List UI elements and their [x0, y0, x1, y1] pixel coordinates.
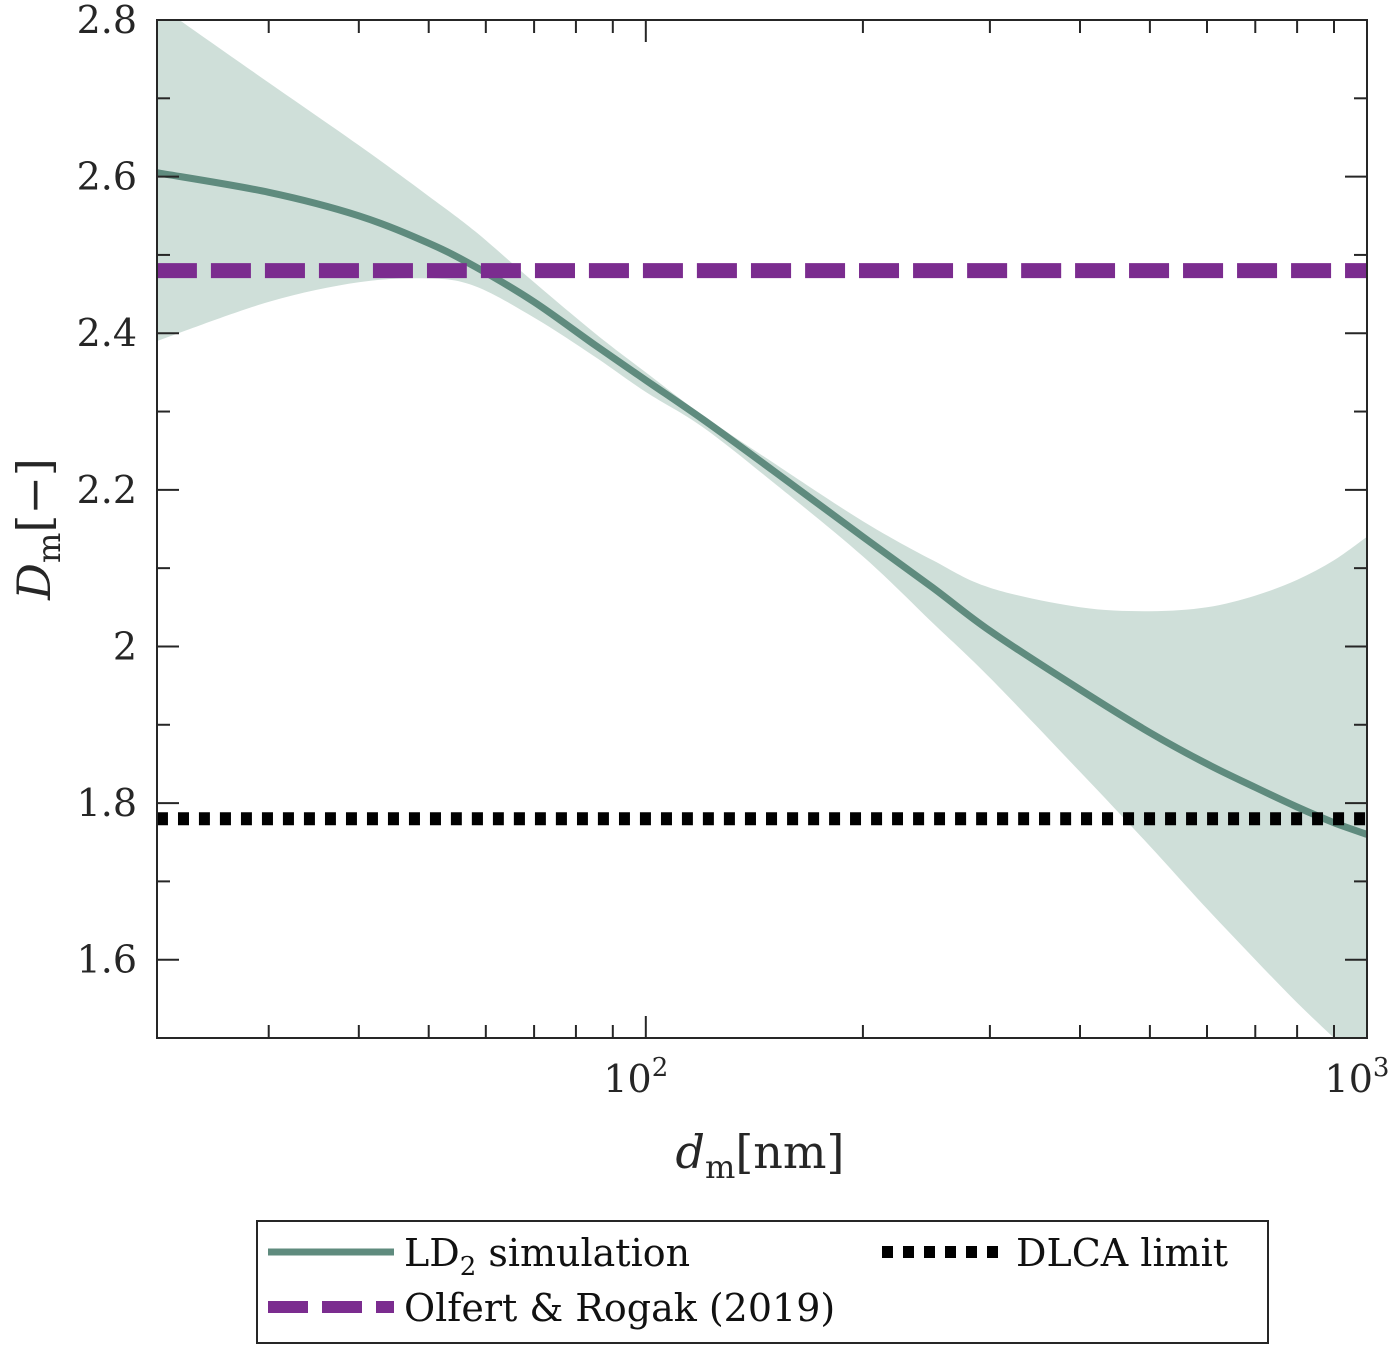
- legend-label-olfert-rogak: Olfert & Rogak (2019): [404, 1286, 835, 1330]
- y-tick-label: 2: [113, 624, 137, 668]
- axes-frame: [156, 19, 1368, 1039]
- y-tick-label: 2.2: [77, 468, 137, 512]
- legend-label-dlca-limit: DLCA limit: [1016, 1231, 1228, 1275]
- legend: LD2 simulation Olfert & Rogak (2019) DLC…: [256, 1220, 1269, 1344]
- series-line-ld2-simulation: [157, 169, 1367, 838]
- y-tick-label: 2.6: [77, 155, 137, 199]
- y-tick-label: 2.8: [77, 0, 137, 42]
- y-tick-label: 2.4: [77, 311, 137, 355]
- axes: 1.6 1.8 2 2.2 2.4 2.6 2.8 102 103: [77, 0, 1390, 1101]
- plot-area: [157, 20, 1367, 1038]
- x-tick-label: 103: [1325, 1053, 1390, 1101]
- x-tick-label: 102: [603, 1053, 668, 1101]
- confidence-band: [157, 20, 1367, 1038]
- y-tick-label: 1.8: [77, 781, 137, 825]
- y-axis-title: Dm[−]: [7, 458, 68, 601]
- y-tick-label: 1.6: [77, 938, 137, 982]
- legend-box: [256, 1220, 1269, 1344]
- legend-label-ld2-simulation: LD2 simulation: [404, 1231, 690, 1282]
- x-axis-title: dm[nm]: [676, 1125, 845, 1186]
